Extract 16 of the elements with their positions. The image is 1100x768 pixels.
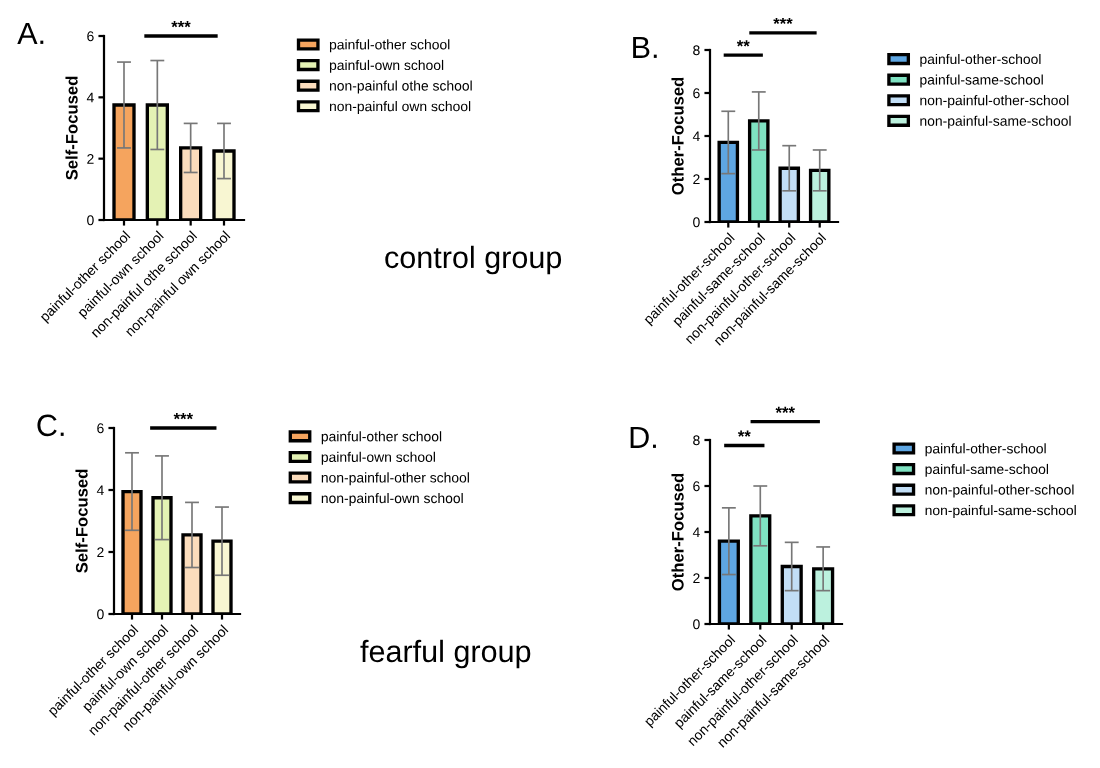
y-axis-title: Self-Focused bbox=[75, 469, 88, 573]
text: control group bbox=[385, 245, 562, 275]
text: *** bbox=[773, 17, 793, 25]
text: ** bbox=[737, 430, 751, 437]
chart-title: B. bbox=[633, 36, 657, 58]
text: ** bbox=[736, 40, 750, 47]
text: *** bbox=[171, 21, 191, 28]
y-axis-title: Other-Focused bbox=[671, 473, 684, 591]
y-axis-title: Self-Focused bbox=[65, 76, 78, 180]
y-axis-title: Other-Focused bbox=[671, 77, 684, 195]
text: *** bbox=[173, 413, 194, 420]
chart-title: D. bbox=[630, 426, 656, 448]
text: *** bbox=[775, 406, 795, 413]
chart-title: A. bbox=[17, 22, 44, 44]
text: fearful group bbox=[360, 639, 531, 669]
chart-title: C. bbox=[37, 414, 64, 437]
